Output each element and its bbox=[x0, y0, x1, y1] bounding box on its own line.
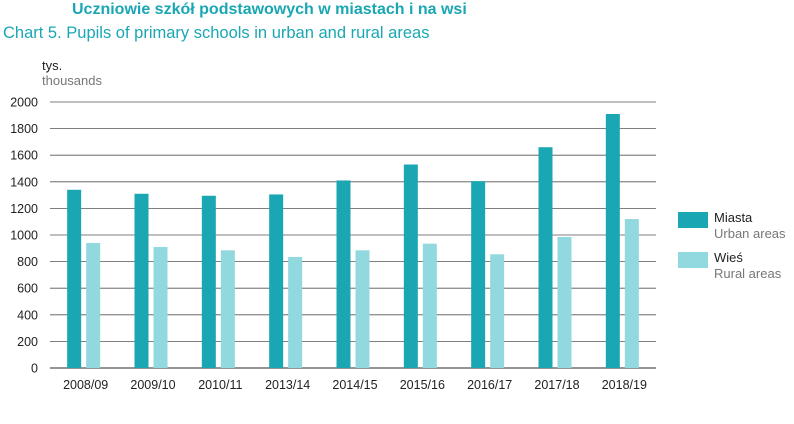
y-tick-label: 0 bbox=[31, 362, 38, 376]
y-tick-label: 1000 bbox=[10, 229, 38, 243]
bar-urban bbox=[269, 194, 284, 368]
bar-rural bbox=[288, 256, 303, 368]
chart-title-english: Chart 5. Pupils of primary schools in ur… bbox=[3, 24, 430, 42]
legend-label-rural-pl: Wieś bbox=[714, 250, 743, 265]
y-tick-label: 1600 bbox=[10, 149, 38, 163]
x-tick-label: 2010/11 bbox=[198, 378, 242, 392]
bar-rural bbox=[422, 243, 437, 368]
bar-rural bbox=[557, 236, 572, 368]
x-tick-label: 2016/17 bbox=[467, 378, 512, 392]
bar-urban bbox=[336, 180, 351, 368]
bar-urban bbox=[403, 164, 418, 368]
legend-swatch-urban bbox=[678, 212, 708, 228]
y-axis-unit-polish: tys. bbox=[42, 58, 63, 73]
bar-rural bbox=[355, 250, 370, 368]
x-tick-label: 2018/19 bbox=[602, 378, 647, 392]
legend-swatch-rural bbox=[678, 252, 708, 268]
y-tick-label: 600 bbox=[17, 282, 38, 296]
bar-rural bbox=[624, 219, 639, 368]
bar-urban bbox=[538, 147, 553, 368]
y-tick-label: 200 bbox=[17, 335, 38, 349]
x-tick-label: 2017/18 bbox=[534, 378, 579, 392]
bar-urban bbox=[605, 113, 620, 368]
y-axis-unit-english: thousands bbox=[42, 73, 102, 88]
bar-urban bbox=[67, 189, 82, 368]
x-tick-label: 2008/09 bbox=[63, 378, 108, 392]
legend-label-rural-en: Rural areas bbox=[714, 266, 782, 281]
x-tick-label: 2015/16 bbox=[400, 378, 445, 392]
bar-rural bbox=[86, 242, 101, 368]
y-tick-label: 400 bbox=[17, 308, 38, 322]
bar-rural bbox=[490, 254, 505, 368]
x-tick-label: 2014/15 bbox=[332, 378, 377, 392]
x-tick-label: 2009/10 bbox=[130, 378, 175, 392]
chart-title-polish: Uczniowie szkół podstawowych w miastach … bbox=[72, 1, 467, 18]
y-tick-label: 1200 bbox=[10, 202, 38, 216]
bar-urban bbox=[471, 181, 486, 368]
bar-rural bbox=[153, 246, 168, 368]
legend-label-urban-en: Urban areas bbox=[714, 226, 786, 241]
y-tick-label: 800 bbox=[17, 255, 38, 269]
y-tick-label: 1800 bbox=[10, 122, 38, 136]
bar-urban bbox=[134, 193, 149, 368]
y-tick-label: 2000 bbox=[10, 96, 38, 110]
legend-label-urban-pl: Miasta bbox=[714, 210, 753, 225]
bar-urban bbox=[201, 195, 216, 368]
bar-rural bbox=[220, 250, 235, 368]
x-tick-label: 2013/14 bbox=[265, 378, 310, 392]
y-tick-label: 1400 bbox=[10, 175, 38, 189]
